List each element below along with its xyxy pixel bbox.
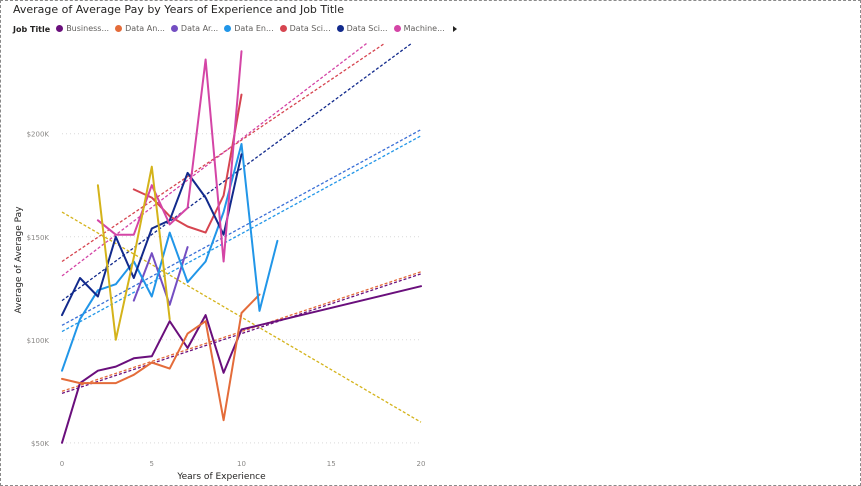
- legend-dot-icon: [56, 25, 64, 32]
- trendline-8: [61, 129, 422, 326]
- x-tick-label-3: 15: [327, 460, 336, 468]
- y-tick-label-0: $50K: [31, 440, 49, 448]
- trendline-0: [61, 273, 422, 394]
- legend-item-3[interactable]: Data En...: [224, 24, 274, 33]
- series-line-1: [61, 293, 261, 422]
- legend-label: Data Ar...: [180, 24, 219, 33]
- legend-item-1[interactable]: Data An...: [115, 24, 165, 33]
- x-tick-label-4: 20: [417, 460, 426, 468]
- legend-next-arrow-icon[interactable]: [452, 26, 457, 32]
- y-tick-label-3: $200K: [27, 131, 50, 139]
- series-line-6: [96, 50, 243, 263]
- x-tick-label-0: 0: [60, 460, 64, 468]
- legend-label: Data Sci...: [289, 24, 331, 33]
- chart-title: Average of Average Pay by Years of Exper…: [13, 3, 344, 16]
- legend-item-4[interactable]: Data Sci...: [279, 24, 331, 33]
- legend-title: Job Title: [13, 24, 51, 34]
- y-axis-title: Average of Average Pay: [14, 206, 24, 314]
- x-tick-label-1: 5: [150, 460, 154, 468]
- series-line-7: [96, 165, 171, 341]
- trendline-3: [61, 135, 422, 333]
- legend-item-2[interactable]: Data Ar...: [170, 24, 219, 33]
- series-line-0: [61, 285, 422, 444]
- legend-dot-icon: [279, 25, 287, 32]
- legend-items: Business... Data An... Data Ar... Data En..…: [56, 24, 451, 34]
- trendline-7: [61, 211, 422, 423]
- series-line-5: [61, 153, 243, 317]
- y-tick-label-2: $150K: [27, 234, 50, 242]
- legend-item-0[interactable]: Business...: [56, 24, 109, 33]
- legend-dot-icon: [393, 25, 401, 32]
- legend: Job Title Business... Data An... Data Ar..…: [13, 23, 457, 35]
- x-axis-title: Years of Experience: [176, 472, 266, 482]
- legend-item-5[interactable]: Data Sci...: [336, 24, 388, 33]
- series-line-4: [132, 93, 243, 234]
- legend-label: Machine...: [403, 24, 445, 33]
- legend-label: Data An...: [125, 24, 165, 33]
- y-tick-label-1: $100K: [27, 337, 50, 345]
- legend-dot-icon: [115, 25, 123, 32]
- x-tick-label-2: 10: [237, 460, 246, 468]
- legend-label: Data En...: [234, 24, 274, 33]
- trendline-4: [61, 42, 386, 263]
- legend-label: Data Sci...: [346, 24, 388, 33]
- legend-item-6[interactable]: Machine...: [393, 24, 445, 33]
- legend-dot-icon: [170, 25, 178, 32]
- legend-dot-icon: [224, 25, 232, 32]
- legend-dot-icon: [336, 25, 344, 32]
- series-line-3: [61, 143, 279, 372]
- trendline-1: [61, 271, 422, 392]
- legend-label: Business...: [66, 24, 110, 33]
